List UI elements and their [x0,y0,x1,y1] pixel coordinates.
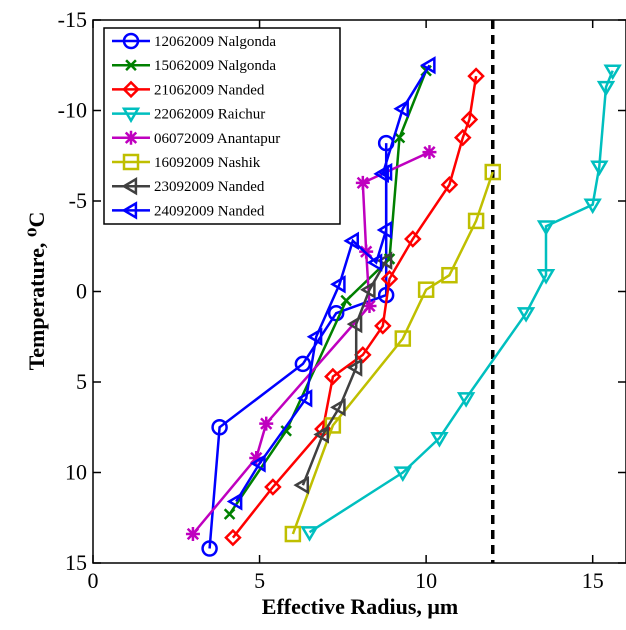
x-tick-label: 5 [254,568,265,593]
series-0-point [201,540,218,557]
series-5-point [441,266,458,284]
series-4-point [259,416,274,431]
series-2-point [264,478,282,496]
legend-label-0: 12062009 Nalgonda [154,34,276,50]
series-2-point [324,367,342,386]
series-7-point [366,253,383,272]
y-tick-label: -15 [58,7,87,32]
legend-label-3: 22062009 Raichur [154,107,265,123]
legend-marker-3 [121,107,141,124]
plot-layer: 0 5 10 15 -15 -10 -5 0 5 10 15 [58,7,626,593]
series-7-point [296,389,313,408]
series-5-point [417,281,435,298]
series-line-3 [308,70,614,534]
series-7-point [226,492,243,511]
series-line-2 [231,75,478,539]
series-1-point [340,294,352,307]
x-tick-label: 15 [582,568,604,593]
legend-label-5: 16092009 Nashik [154,155,261,171]
series-6-point [330,398,346,417]
y-axis-title: Temperature, ⁰C [24,212,49,371]
legend-label-4: 06072009 Anantapur [154,131,280,147]
legend-box [103,27,341,225]
series-6-point [313,425,330,444]
series-2-point [467,67,485,85]
y-tick-label: 15 [65,550,87,575]
y-tick-label: 5 [76,369,87,394]
x-axis-title: Effective Radius, μm [262,594,458,619]
legend-label-7: 24092009 Nanded [154,203,265,219]
y-tick-label: 0 [76,279,87,304]
series-3-point [393,466,412,482]
legend-marker-2 [122,80,140,99]
series-6-point [376,251,393,270]
series-line-7 [235,64,431,503]
series-3-point [300,526,319,542]
series-7-point [306,327,323,346]
series-2-point [440,175,459,194]
series-6-point [360,280,376,299]
series-6-point [346,314,363,334]
legend-marker-1 [125,59,137,71]
series-2-point [460,110,479,129]
series-2-point [454,128,472,147]
series-2-point [380,270,399,288]
legend-label-6: 23092009 Nanded [154,179,265,195]
legend-marker-7 [121,201,138,220]
series-6-point [293,475,310,495]
series-3-point [536,269,556,285]
legend-marker-6 [121,177,138,196]
series-3-point [590,160,609,177]
y-tick-label: -10 [58,98,87,123]
legend-marker-4 [124,130,138,145]
series-7-point [250,454,266,473]
y-tick-label: -5 [69,188,87,213]
legend-label-1: 15062009 Nalgonda [154,58,276,74]
series-2-point [354,346,372,364]
series-5-point [467,212,485,230]
series-7-point [373,164,389,184]
series-3-point [536,220,556,236]
series-1-point [280,425,292,437]
legend-marker-0 [122,32,140,50]
series-7-point [376,220,393,240]
series-5-point [394,330,412,347]
series-4-point [362,298,377,313]
series-3-point [430,431,449,448]
series-line-0 [208,143,388,549]
series-2-point [374,317,392,335]
series-line-6 [301,260,388,486]
series-5-point [284,525,302,543]
series-7-point [343,231,359,251]
series-4-point [249,451,264,466]
legend: 12062009 Nalgonda 15062009 Nalgonda 210620… [103,27,341,225]
series-4-point [355,175,370,190]
legend-label-2: 21062009 Nanded [154,82,265,98]
series-2-point [224,528,242,547]
series-7-point [419,56,436,75]
series-6-point [346,358,363,377]
series-0-point [294,355,312,373]
series-line-5 [291,171,494,535]
series-7-point [393,99,409,118]
series-1-point [223,508,236,520]
x-tick-label: 10 [415,568,437,593]
series-4-point [185,527,200,542]
legend-marker-5 [122,153,140,171]
series-3-point [596,80,616,97]
series-3-point [516,307,536,323]
series-3-point [583,198,602,215]
series-2-point [404,230,422,248]
series-5-point [484,163,501,181]
series-7-point [330,275,346,294]
series-3-point [456,392,476,408]
x-tick-label: 0 [88,568,99,593]
y-tick-label: 10 [65,460,87,485]
series-4-point [422,145,437,160]
series-3-point [603,64,622,81]
series-0-point [211,419,228,436]
